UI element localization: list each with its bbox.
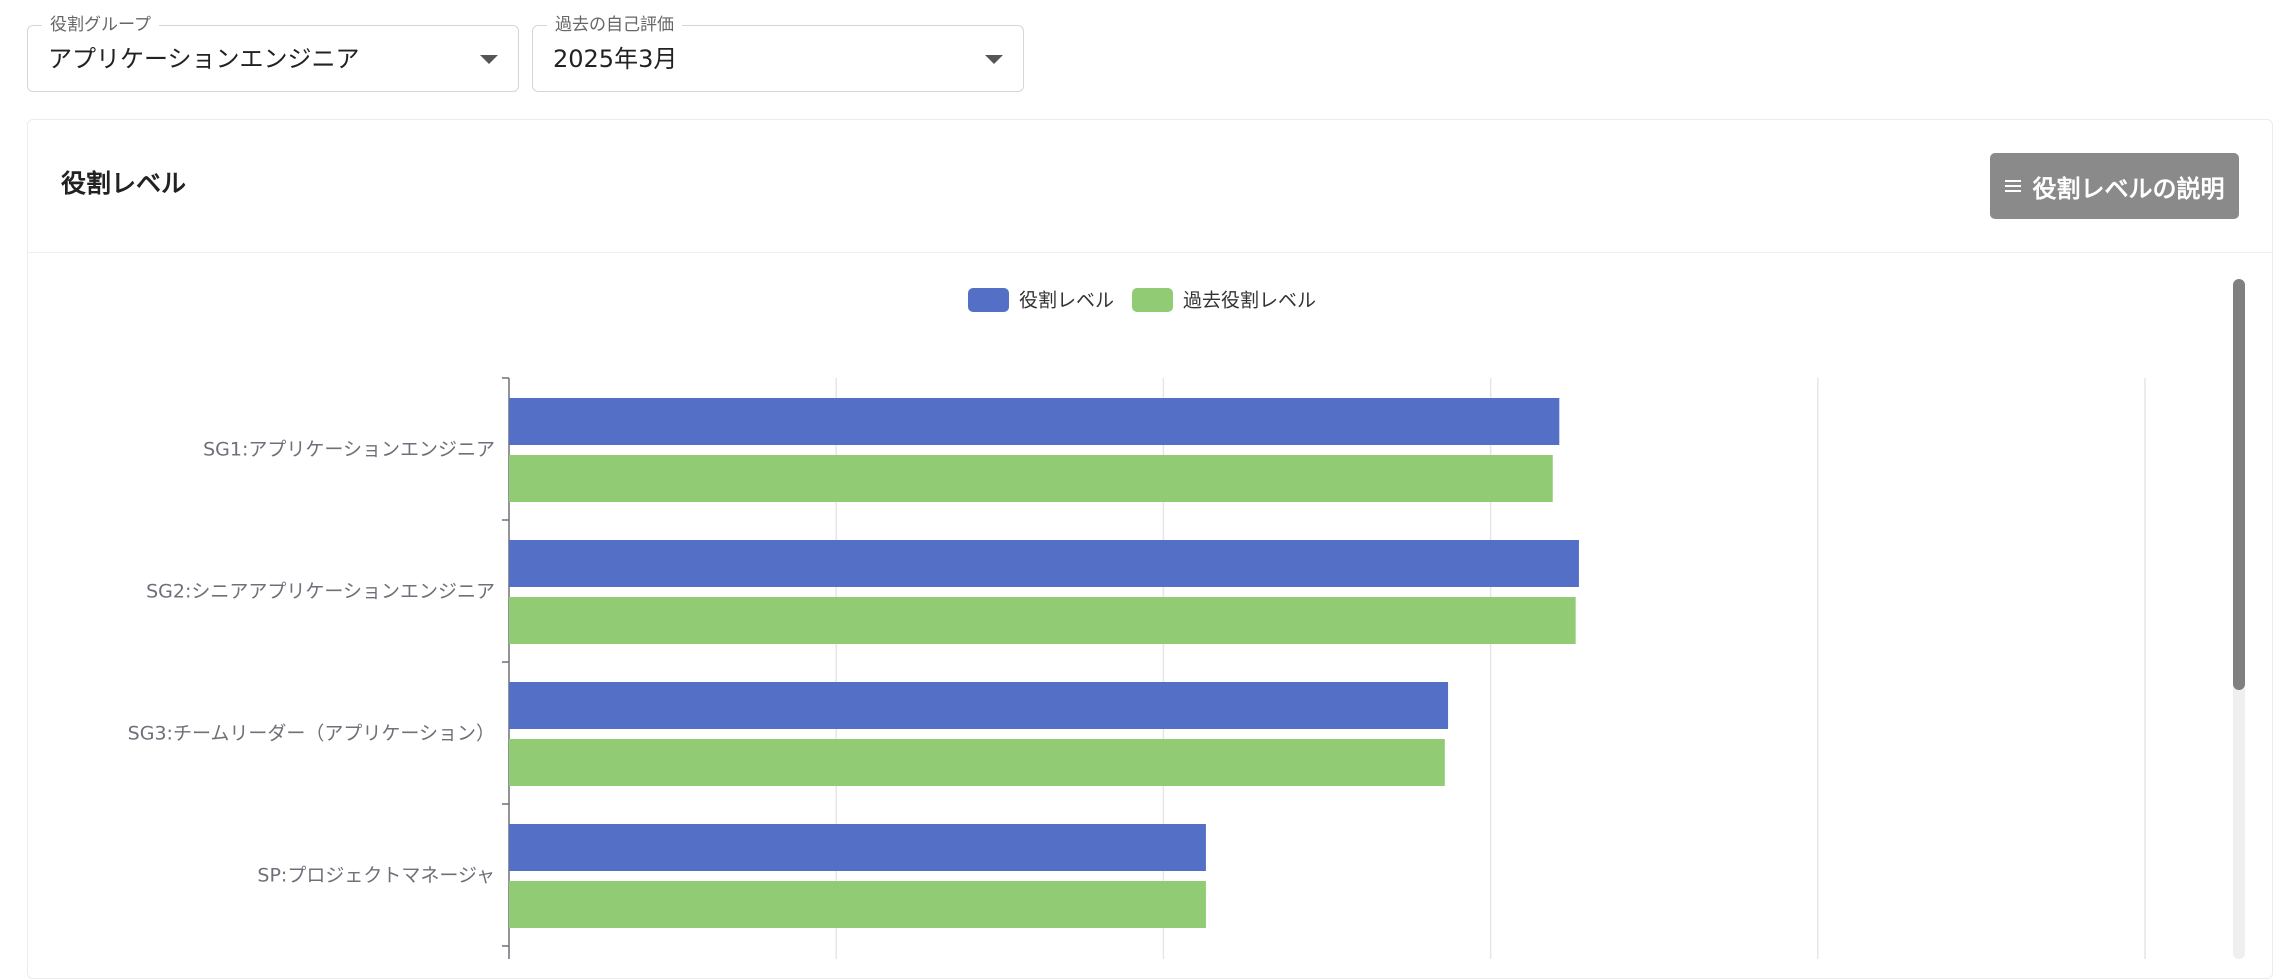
past-evaluation-value: 2025年3月 [553, 45, 678, 73]
card-title: 役割レベル [61, 169, 187, 198]
legend-label: 役割レベル [1019, 290, 1114, 312]
role-group-value: アプリケーションエンジニア [48, 45, 360, 73]
bar-past-4 [509, 881, 1206, 928]
y-axis-category-label: SP:プロジェクトマネージャ [257, 865, 495, 887]
chart-scrollbar-thumb[interactable] [2233, 279, 2245, 690]
legend-swatch [1132, 288, 1174, 312]
role-level-chart: SG1:アプリケーションエンジニア SG2:シニアアプリケーションエンジニア SG3… [128, 288, 2146, 959]
bar-current-4 [509, 824, 1206, 871]
legend-swatch [968, 288, 1009, 312]
past-evaluation-select[interactable]: 過去の自己評価 2025年3月 [532, 14, 1024, 92]
bar-current-1 [509, 398, 1560, 445]
role-group-select[interactable]: 役割グループ アプリケーションエンジニア [27, 14, 519, 92]
y-axis-category-label: SG1:アプリケーションエンジニア [203, 439, 495, 461]
help-button-label: 役割レベルの説明 [2032, 174, 2225, 203]
menu-icon [2004, 180, 2021, 192]
chevron-down-icon[interactable] [985, 55, 1003, 64]
legend-label: 過去役割レベル [1183, 290, 1316, 312]
role-group-label: 役割グループ [42, 14, 159, 36]
chevron-down-icon[interactable] [480, 55, 498, 64]
past-evaluation-label: 過去の自己評価 [547, 14, 682, 36]
role-level-help-button[interactable]: 役割レベルの説明 [1990, 153, 2239, 219]
bar-past-2 [509, 597, 1576, 644]
bar-past-1 [509, 455, 1553, 502]
bar-current-2 [509, 540, 1579, 587]
y-axis-category-label: SG2:シニアアプリケーションエンジニア [146, 581, 495, 603]
bar-past-3 [509, 739, 1445, 786]
card-header: 役割レベル 役割レベルの説明 [28, 120, 2272, 253]
bar-current-3 [509, 682, 1449, 729]
y-axis-category-label: SG3:チームリーダー（アプリケーション） [128, 723, 495, 745]
